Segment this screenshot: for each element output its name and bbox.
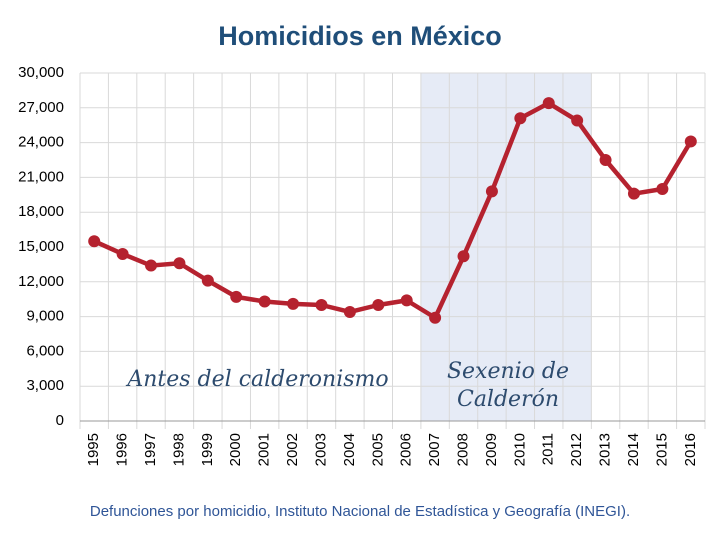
point bbox=[116, 247, 129, 260]
annotation: Antes del calderonismo bbox=[125, 367, 388, 392]
x-tick-label: 2016 bbox=[682, 433, 699, 466]
x-tick-label: 1997 bbox=[142, 433, 159, 466]
point bbox=[656, 183, 669, 195]
point bbox=[627, 187, 640, 200]
x-tick-label: 2013 bbox=[597, 433, 614, 466]
chart-title: Homicidios en México bbox=[218, 21, 502, 51]
x-tick-label: 1995 bbox=[85, 433, 102, 466]
x-tick-label: 1999 bbox=[199, 433, 216, 466]
x-tick-label: 1998 bbox=[170, 433, 187, 466]
y-tick-label: 6,000 bbox=[26, 342, 64, 359]
x-tick-label: 2006 bbox=[398, 433, 415, 466]
y-tick-label: 18,000 bbox=[18, 203, 64, 220]
y-tick-label: 27,000 bbox=[18, 99, 64, 116]
y-tick-label: 30,000 bbox=[18, 64, 64, 81]
point bbox=[542, 97, 555, 110]
x-tick-label: 2015 bbox=[653, 433, 670, 466]
x-tick-label: 2008 bbox=[454, 433, 471, 466]
point bbox=[230, 290, 243, 303]
x-tick-label: 2014 bbox=[625, 433, 642, 466]
x-tick-label: 2001 bbox=[256, 433, 273, 466]
point bbox=[599, 154, 612, 166]
x-tick-label: 1996 bbox=[114, 433, 131, 466]
x-tick-label: 2011 bbox=[540, 433, 557, 465]
point bbox=[88, 235, 101, 248]
point bbox=[145, 259, 158, 272]
y-tick-label: 21,000 bbox=[18, 168, 64, 185]
point bbox=[201, 274, 214, 287]
x-tick-label: 2007 bbox=[426, 433, 443, 466]
point bbox=[315, 299, 328, 311]
y-tick-label: 12,000 bbox=[18, 273, 64, 290]
y-tick-label: 3,000 bbox=[26, 377, 64, 394]
y-tick-label: 24,000 bbox=[18, 134, 64, 151]
point bbox=[571, 114, 584, 127]
footnote: Defunciones por homicidio, Instituto Nac… bbox=[90, 503, 630, 520]
x-tick-label: 2002 bbox=[284, 433, 301, 466]
annotation: Sexenio de bbox=[447, 359, 569, 384]
series-line bbox=[93, 100, 693, 321]
point bbox=[514, 112, 527, 125]
point bbox=[343, 305, 356, 318]
x-tick-label: 2005 bbox=[369, 433, 386, 466]
x-tick-label: 2012 bbox=[568, 433, 585, 466]
x-tick-label: 2009 bbox=[483, 433, 500, 466]
point bbox=[457, 250, 470, 263]
point bbox=[485, 185, 498, 198]
point bbox=[684, 135, 697, 148]
point bbox=[258, 295, 271, 308]
point bbox=[400, 294, 413, 307]
y-tick-label: 15,000 bbox=[18, 238, 64, 255]
y-tick-label: 0 bbox=[56, 412, 64, 429]
point bbox=[372, 299, 385, 311]
point bbox=[173, 257, 186, 270]
x-tick-label: 2004 bbox=[341, 433, 358, 466]
point bbox=[287, 297, 300, 310]
x-tick-label: 2010 bbox=[511, 433, 528, 466]
x-tick-label: 2000 bbox=[227, 433, 244, 466]
annotation: Calderón bbox=[457, 387, 559, 412]
x-tick-label: 2003 bbox=[312, 433, 329, 466]
point bbox=[429, 311, 442, 324]
y-tick-label: 9,000 bbox=[26, 308, 64, 325]
